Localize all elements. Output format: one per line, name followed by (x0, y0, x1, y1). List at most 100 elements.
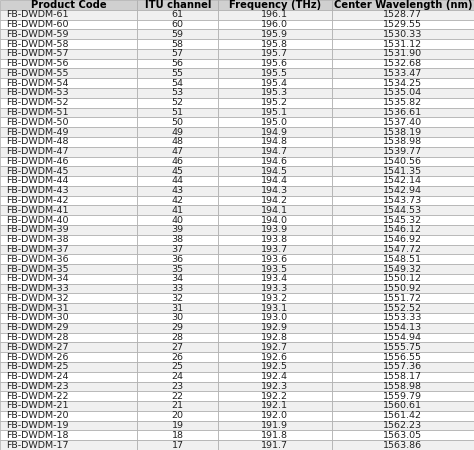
Text: 1539.77: 1539.77 (383, 147, 422, 156)
Bar (332, 49, 474, 58)
Text: 1531.90: 1531.90 (383, 50, 422, 58)
Text: FB-DWDM-29: FB-DWDM-29 (6, 323, 68, 332)
Text: FB-DWDM-20: FB-DWDM-20 (6, 411, 68, 420)
Bar (0, 78, 137, 88)
Text: 1531.12: 1531.12 (383, 40, 422, 49)
Text: 1536.61: 1536.61 (383, 108, 422, 117)
Text: 192.0: 192.0 (262, 411, 288, 420)
Text: FB-DWDM-43: FB-DWDM-43 (6, 186, 68, 195)
Bar (0, 274, 137, 284)
Text: 1546.12: 1546.12 (383, 225, 422, 234)
Text: FB-DWDM-33: FB-DWDM-33 (6, 284, 68, 293)
Text: 193.0: 193.0 (261, 314, 289, 323)
Bar (0, 166, 137, 176)
Bar (218, 117, 332, 127)
Text: 1560.61: 1560.61 (383, 401, 422, 410)
Bar (332, 225, 474, 235)
Bar (218, 235, 332, 244)
Bar (218, 431, 332, 440)
Text: 192.9: 192.9 (262, 323, 288, 332)
Text: 54: 54 (172, 79, 184, 88)
Text: 48: 48 (172, 137, 184, 146)
Text: FB-DWDM-58: FB-DWDM-58 (6, 40, 68, 49)
Bar (137, 137, 218, 147)
Bar (218, 78, 332, 88)
Bar (0, 235, 137, 244)
Bar (0, 39, 137, 49)
Bar (137, 49, 218, 58)
Text: FB-DWDM-50: FB-DWDM-50 (6, 118, 68, 127)
Bar (218, 411, 332, 421)
Bar (137, 206, 218, 215)
Bar (0, 88, 137, 98)
Text: 1557.36: 1557.36 (383, 362, 422, 371)
Text: 1554.13: 1554.13 (383, 323, 422, 332)
Bar (137, 147, 218, 157)
Text: FB-DWDM-23: FB-DWDM-23 (6, 382, 68, 391)
Bar (137, 215, 218, 225)
Text: 36: 36 (172, 255, 184, 264)
Bar (0, 98, 137, 108)
Text: FB-DWDM-40: FB-DWDM-40 (6, 216, 68, 225)
Text: 21: 21 (172, 401, 184, 410)
Bar (0, 293, 137, 303)
Text: FB-DWDM-41: FB-DWDM-41 (6, 206, 68, 215)
Text: 193.2: 193.2 (261, 294, 289, 303)
Text: FB-DWDM-28: FB-DWDM-28 (6, 333, 68, 342)
Bar (0, 313, 137, 323)
Bar (218, 225, 332, 235)
Text: 1543.73: 1543.73 (383, 196, 422, 205)
Text: 23: 23 (172, 382, 184, 391)
Text: FB-DWDM-27: FB-DWDM-27 (6, 343, 68, 352)
Text: 193.6: 193.6 (261, 255, 289, 264)
Text: 1541.35: 1541.35 (383, 166, 422, 176)
Bar (137, 392, 218, 401)
Bar (0, 176, 137, 186)
Text: 1556.55: 1556.55 (383, 352, 422, 361)
Text: FB-DWDM-53: FB-DWDM-53 (6, 89, 68, 98)
Text: FB-DWDM-34: FB-DWDM-34 (6, 274, 68, 284)
Text: 193.3: 193.3 (261, 284, 289, 293)
Bar (218, 421, 332, 431)
Bar (218, 244, 332, 254)
Text: 194.8: 194.8 (262, 137, 288, 146)
Bar (332, 206, 474, 215)
Text: FB-DWDM-47: FB-DWDM-47 (6, 147, 68, 156)
Bar (0, 284, 137, 293)
Text: 193.4: 193.4 (261, 274, 289, 284)
Bar (0, 215, 137, 225)
Text: 192.2: 192.2 (262, 392, 288, 400)
Bar (332, 108, 474, 117)
Text: 194.5: 194.5 (262, 166, 288, 176)
Text: 195.2: 195.2 (262, 98, 288, 107)
Text: 1542.14: 1542.14 (383, 176, 422, 185)
Text: 194.0: 194.0 (262, 216, 288, 225)
Bar (137, 88, 218, 98)
Text: FB-DWDM-46: FB-DWDM-46 (6, 157, 68, 166)
Text: 33: 33 (172, 284, 184, 293)
Text: 19: 19 (172, 421, 184, 430)
Bar (218, 382, 332, 392)
Bar (332, 382, 474, 392)
Bar (0, 342, 137, 352)
Text: 46: 46 (172, 157, 184, 166)
Text: 195.9: 195.9 (262, 30, 288, 39)
Text: FB-DWDM-59: FB-DWDM-59 (6, 30, 68, 39)
Text: FB-DWDM-30: FB-DWDM-30 (6, 314, 68, 323)
Bar (332, 401, 474, 411)
Bar (137, 10, 218, 19)
Text: 1551.72: 1551.72 (383, 294, 422, 303)
Bar (0, 58, 137, 68)
Text: 25: 25 (172, 362, 184, 371)
Text: 195.8: 195.8 (262, 40, 288, 49)
Text: FB-DWDM-37: FB-DWDM-37 (6, 245, 68, 254)
Text: 1537.40: 1537.40 (383, 118, 422, 127)
Bar (0, 323, 137, 333)
Bar (137, 342, 218, 352)
Bar (218, 147, 332, 157)
Bar (218, 264, 332, 274)
Bar (0, 411, 137, 421)
Bar (332, 147, 474, 157)
Text: 41: 41 (172, 206, 184, 215)
Bar (0, 264, 137, 274)
